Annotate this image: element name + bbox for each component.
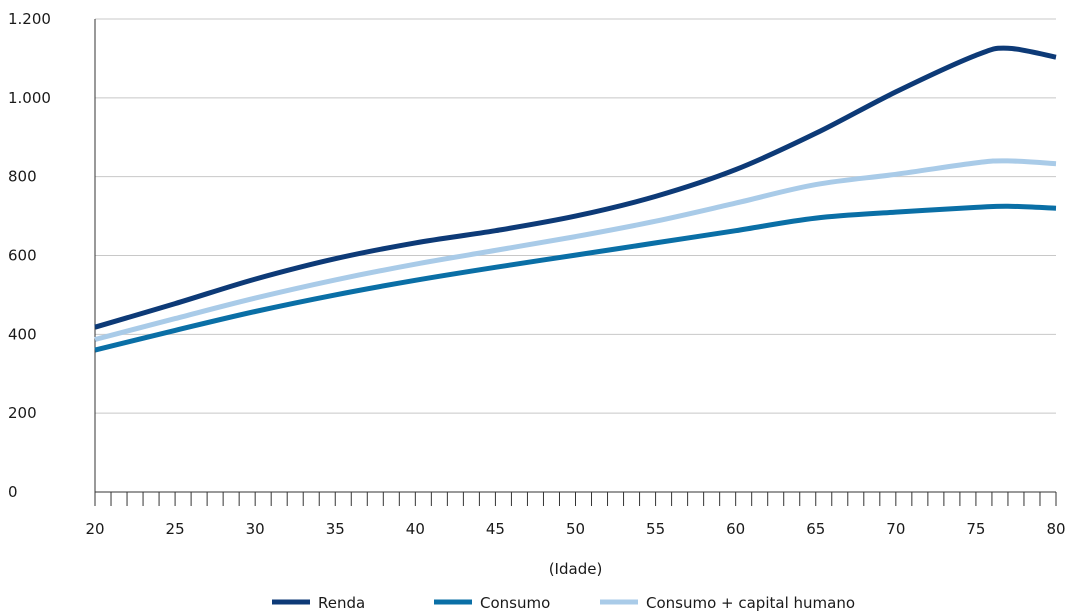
x-tick-label: 35 (326, 520, 345, 538)
legend-label: Consumo + capital humano (646, 594, 855, 612)
x-tick-label: 30 (246, 520, 265, 538)
x-tick-label: 70 (886, 520, 905, 538)
y-tick-label: 400 (8, 325, 37, 343)
y-tick-label: 600 (8, 247, 37, 265)
series-line-consumo-capital-humano (94, 158, 1057, 342)
x-tick-label: 20 (85, 520, 104, 538)
y-tick-label: 200 (8, 404, 37, 422)
series-lines (94, 45, 1057, 353)
x-tick-label: 25 (166, 520, 185, 538)
x-tick-label: 45 (486, 520, 505, 538)
x-axis-label: (Idade) (549, 560, 603, 578)
x-tick-label: 75 (966, 520, 985, 538)
series-line-renda (94, 45, 1057, 330)
y-tick-label: 1.000 (8, 89, 51, 107)
axes (94, 19, 1057, 506)
legend-label: Renda (318, 594, 365, 612)
legend-label: Consumo (480, 594, 550, 612)
y-tick-label: 800 (8, 168, 37, 186)
x-tick-label: 65 (806, 520, 825, 538)
y-tick-label: 0 (8, 483, 18, 501)
y-axis-tick-labels: 0 200 400 600 800 1.000 1.200 (8, 10, 51, 501)
x-tick-label: 50 (566, 520, 585, 538)
y-tick-label: 1.200 (8, 10, 51, 28)
x-tick-label: 60 (726, 520, 745, 538)
x-tick-label: 40 (406, 520, 425, 538)
x-tick-label: 80 (1046, 520, 1065, 538)
x-tick-label: 55 (646, 520, 665, 538)
legend: Renda Consumo Consumo + capital humano (272, 594, 855, 612)
x-axis-tick-labels: 20 25 30 35 40 45 50 55 60 65 70 75 80 (85, 520, 1065, 538)
series-line-consumo (94, 203, 1057, 353)
